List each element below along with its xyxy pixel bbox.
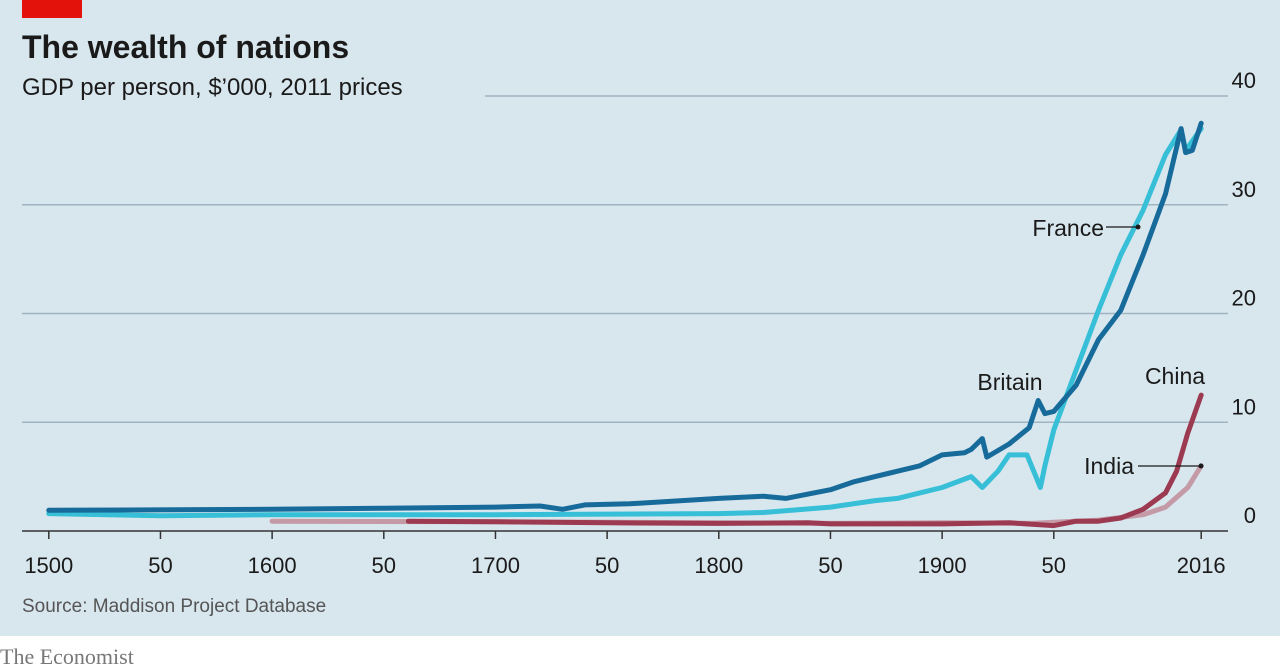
x-tick-label: 50 — [818, 553, 842, 578]
x-tick-label: 1900 — [918, 553, 967, 578]
y-tick-label: 0 — [1244, 503, 1256, 528]
series-label: China — [1145, 363, 1205, 389]
x-tick-label: 50 — [595, 553, 619, 578]
source: Source: Maddison Project Database — [22, 596, 326, 617]
x-tick-label: 2016 — [1177, 553, 1226, 578]
background — [0, 0, 1280, 636]
publisher: The Economist — [0, 644, 134, 669]
series-label: India — [1084, 453, 1134, 479]
x-tick-label: 1600 — [248, 553, 297, 578]
series-line — [405, 392, 1204, 529]
brand-tag — [22, 0, 82, 18]
label-dot — [1198, 463, 1204, 469]
x-tick-label: 1700 — [471, 553, 520, 578]
series-label: France — [1032, 215, 1104, 241]
x-tick-label: 1500 — [24, 553, 73, 578]
y-tick-label: 20 — [1232, 286, 1256, 311]
y-tick-label: 10 — [1232, 394, 1256, 419]
y-tick-label: 40 — [1232, 68, 1256, 93]
series-label: Britain — [977, 369, 1042, 395]
y-tick-label: 30 — [1232, 177, 1256, 202]
chart-title: The wealth of nations — [22, 29, 349, 65]
x-tick-label: 50 — [1042, 553, 1066, 578]
series-line — [46, 120, 1204, 513]
chart-subtitle: GDP per person, $’000, 2011 prices — [22, 74, 403, 101]
x-tick-label: 50 — [148, 553, 172, 578]
series-line — [46, 126, 1204, 519]
label-dot — [1135, 224, 1141, 230]
x-tick-label: 50 — [372, 553, 396, 578]
x-tick-label: 1800 — [694, 553, 743, 578]
